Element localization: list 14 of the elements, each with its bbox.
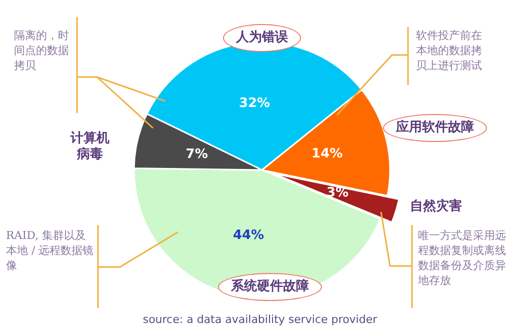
slice-label: 计算机病毒 — [69, 131, 110, 163]
text: 软件投产前在本地的数据拷贝上进行测试 — [416, 28, 483, 73]
text: RAID, 集群以及本地 / 远程数据镜像 — [6, 228, 94, 273]
data-label: 32% — [238, 96, 270, 111]
text: 唯一方式是采用远程数据复制或离线数据备份及介质异地存放 — [418, 228, 507, 288]
data-label: 44% — [232, 228, 264, 244]
data-label: 14% — [312, 146, 343, 162]
data-label: 7% — [186, 146, 208, 162]
slice-label: 应用软件故障 — [383, 114, 487, 142]
slice-label: 人为错误 — [223, 24, 301, 52]
slice-label: 自然灾害 — [410, 199, 462, 215]
slice-label: 系统硬件故障 — [218, 273, 322, 301]
text: 隔离的，时间点的数据拷贝 — [14, 28, 70, 73]
source-note: source: a data availability service provider — [142, 313, 378, 326]
